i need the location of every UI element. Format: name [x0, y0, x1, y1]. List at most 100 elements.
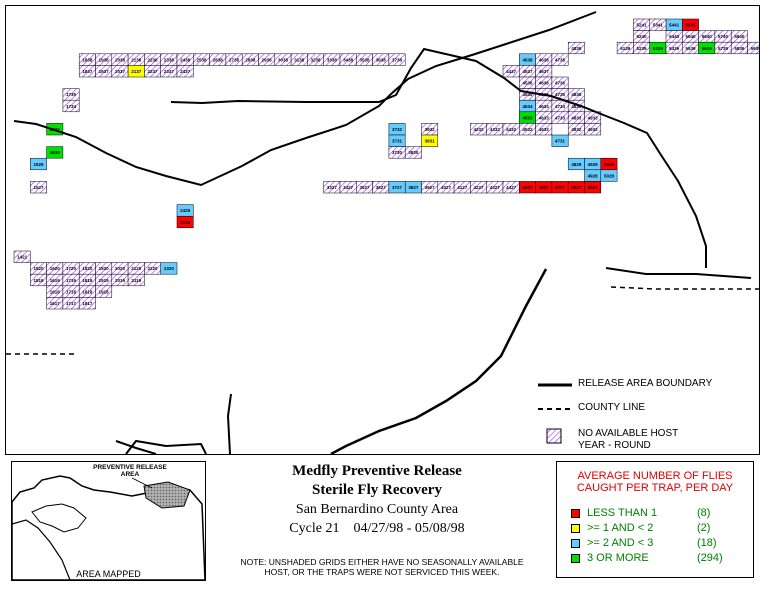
grid-cell-label: 1718: [66, 289, 77, 294]
grid-cell-label: 5139: [620, 46, 631, 51]
grid-cell-fill: [78, 297, 96, 310]
grid-cell: 2437: [176, 65, 194, 78]
grid-cell-label: 2438: [180, 57, 191, 62]
grid-cell: 1920: [95, 262, 113, 275]
grid-cell: 5139: [616, 41, 634, 55]
grid-cell: 5539: [682, 41, 699, 55]
grid-cell-label: 1735: [66, 92, 77, 97]
grid-cell-label: 4738: [555, 57, 566, 62]
grid-cell-label: 2019: [115, 278, 126, 283]
legend-row-count: (18): [697, 537, 717, 549]
grid-cell-label: 4833: [571, 115, 582, 120]
grid-cell-fill: [160, 262, 178, 275]
grid-cell: 4027: [437, 181, 455, 194]
grid-cell-fill: [388, 53, 406, 66]
title-block: Medfly Preventive Release Sterile Fly Re…: [212, 462, 542, 538]
grid-cell: 1938: [95, 53, 113, 66]
grid-cell: 2438: [176, 53, 194, 66]
yellow-swatch: [571, 524, 580, 533]
grid-cell-label: 2425: [180, 208, 191, 213]
grid-cell-label: 3931: [425, 139, 436, 144]
grid-cell: 4832: [567, 123, 585, 136]
legend-county-label: COUNTY LINE: [578, 402, 646, 413]
grid-cell-label: 4633: [539, 115, 550, 120]
grid-cell-label: 4427: [506, 185, 517, 190]
county-line: [6, 286, 759, 355]
legend-row-label: LESS THAN 1: [587, 507, 658, 519]
grid-cell: 1819: [78, 273, 96, 287]
grid-cell: 4927: [584, 181, 602, 194]
grid-cell-label: 3731: [392, 139, 403, 144]
grid-cell-label: 1819: [82, 278, 93, 283]
grid-cell: 2220: [144, 262, 161, 275]
grid-cell: 3538: [356, 53, 373, 66]
grid-cell-label: 5640: [702, 34, 713, 39]
grid-cell: 1817: [78, 297, 96, 310]
grid-cell-label: 1919: [99, 278, 110, 283]
grid-cell-label: 3038: [278, 57, 289, 62]
grid-cell-label: 1817: [82, 301, 93, 306]
grid-cell: 5541: [682, 18, 699, 31]
grid-cell-label: 3738: [392, 57, 403, 62]
grid-cell-label: 3338: [327, 57, 338, 62]
grid-cell-fill: [404, 146, 422, 159]
grid-cell-label: 5840: [734, 34, 745, 39]
grid-cell: 3730: [388, 146, 406, 159]
line-legend: RELEASE AREA BOUNDARY COUNTY LINE NO AVA…: [536, 378, 756, 454]
grid-cell: 5840: [730, 30, 748, 43]
grid-cell-fill: [421, 134, 439, 147]
grid-cell-label: 4638: [539, 57, 550, 62]
grid-cell-label: 2838: [245, 57, 256, 62]
grid-cell: 2320: [160, 262, 178, 275]
grid-cell-label: 1617: [50, 301, 61, 306]
grid-cell-label: 3727: [392, 185, 403, 190]
grid-cell: 1838: [78, 53, 96, 66]
grid-cells-layer: 5541 5441 5341 5241 5240 5440 5540 5640 5740 5840…: [13, 18, 759, 310]
inset-area-mapped-label: AREA MAPPED: [76, 569, 141, 579]
fly-legend-title-1: AVERAGE NUMBER OF FLIES: [577, 470, 733, 482]
grid-cell: 5240: [633, 30, 650, 43]
grid-cell: 4738: [551, 53, 569, 66]
grid-cell: 4637: [535, 65, 553, 78]
grid-cell-label: 3830: [408, 150, 419, 155]
grid-cell: 1527: [30, 181, 47, 194]
grid-cell: 5739: [714, 41, 732, 55]
grid-cell: 5440: [665, 30, 683, 43]
grid-cell-label: 3732: [392, 127, 403, 132]
legend-row-1-to-2: >= 1 AND < 2 (2): [567, 522, 747, 536]
legend-boundary-label: RELEASE AREA BOUNDARY: [578, 378, 713, 389]
grid-cell: 4437: [502, 65, 520, 78]
grid-cell: 4932: [584, 123, 602, 136]
grid-cell: 2037: [111, 65, 129, 78]
grid-cell: 4627: [535, 181, 553, 194]
grid-cell-label: 4127: [457, 185, 468, 190]
grid-cell-fill: [535, 123, 553, 136]
grid-cell-label: 5341: [653, 23, 664, 28]
grid-cell-fill: [551, 53, 569, 66]
grid-cell: 3727: [388, 181, 406, 194]
grid-cell: 2425: [176, 204, 194, 217]
grid-cell-label: 5439: [669, 46, 680, 51]
grid-cell-label: 5541: [685, 23, 696, 28]
grid-cell-label: 1527: [33, 185, 44, 190]
grid-cell: 4538: [519, 53, 536, 66]
grid-cell: 1719: [62, 273, 80, 287]
grid-cell-label: 1630: [50, 150, 61, 155]
grid-cell: 3932: [421, 123, 439, 136]
grid-cell-label: 2437: [180, 69, 191, 74]
grid-cell-label: 4933: [588, 115, 599, 120]
grid-cell-label: 4327: [490, 185, 501, 190]
inset-release-area-label: PREVENTIVE RELEASE AREA: [93, 464, 167, 478]
grid-cell: 3732: [388, 123, 406, 136]
grid-cell-label: 4736: [555, 81, 566, 86]
grid-cell-label: 4537: [522, 69, 533, 74]
grid-cell-label: 3138: [294, 57, 305, 62]
grid-cell-label: 4637: [539, 69, 550, 74]
legend-hatch-swatch: [546, 428, 562, 444]
grid-cell: 4127: [453, 181, 471, 194]
fly-count-legend: AVERAGE NUMBER OF FLIES CAUGHT PER TRAP,…: [556, 461, 754, 578]
grid-cell: 4533: [519, 111, 536, 124]
grid-cell: 4727: [551, 181, 569, 194]
map-panel: 5541 5441 5341 5241 5240 5440 5540 5640 5740 5840…: [5, 5, 760, 455]
grid-cell: 4833: [567, 111, 585, 124]
